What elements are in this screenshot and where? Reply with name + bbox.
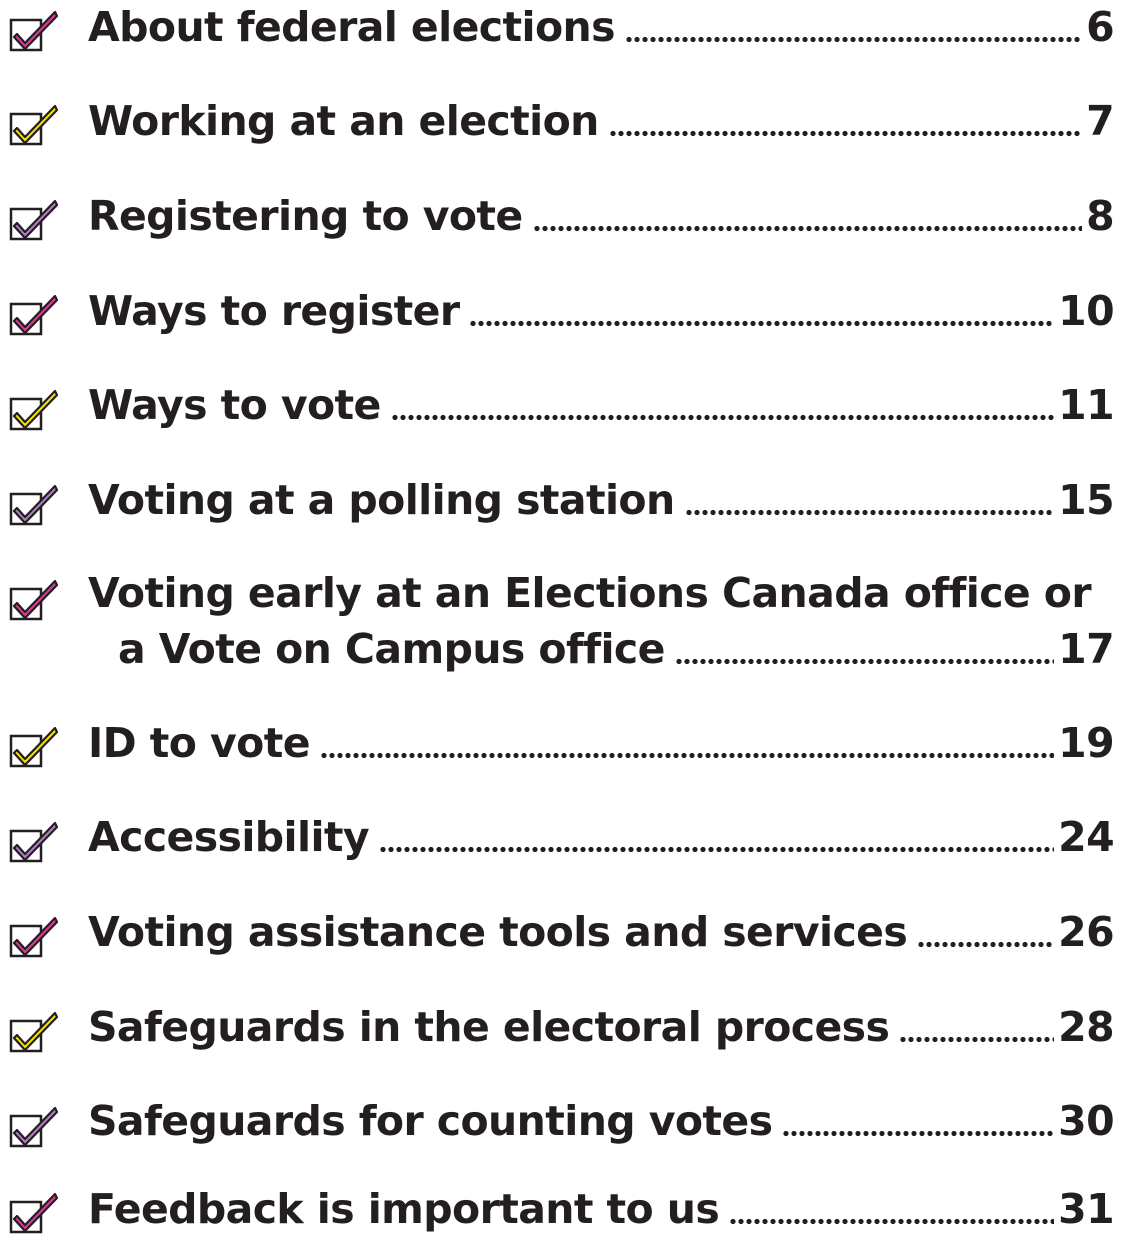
toc-entry-line: Voting at a polling station 15 xyxy=(88,471,1115,529)
toc-entry-page: 28 xyxy=(1058,1003,1114,1051)
toc-entry-line: Feedback is important to us 31 xyxy=(88,1180,1115,1238)
toc-entry-page: 31 xyxy=(1058,1185,1114,1233)
checkbox-check-icon xyxy=(8,1188,60,1236)
toc-entry-title: Feedback is important to us xyxy=(88,1185,720,1233)
dot-leader xyxy=(729,1218,1055,1225)
toc-entry-page: 11 xyxy=(1058,381,1114,429)
toc-entry-line: Accessibility 24 xyxy=(88,808,1115,866)
checkbox-check-icon xyxy=(8,480,60,528)
toc-entry-title: Working at an election xyxy=(88,97,599,145)
dot-leader xyxy=(917,941,1055,948)
toc-entry-title: Safeguards for counting votes xyxy=(88,1097,773,1145)
toc-entry-line: Ways to register 10 xyxy=(88,282,1115,340)
checkbox-check-icon xyxy=(8,1007,60,1055)
toc-entry-title: Ways to vote xyxy=(88,381,381,429)
checkbox-check-icon xyxy=(8,290,60,338)
toc-entry-title: About federal elections xyxy=(88,3,616,51)
toc-entry-line: a Vote on Campus office 17 xyxy=(118,620,1115,678)
dot-leader xyxy=(674,658,1055,665)
toc-entry-title: Safeguards in the electoral process xyxy=(88,1003,890,1051)
toc-entry-title: Ways to register xyxy=(88,287,460,335)
toc-entry-page: 24 xyxy=(1058,813,1114,861)
toc-entry-line: Safeguards for counting votes 30 xyxy=(88,1092,1115,1150)
toc-entry-line: Working at an election 7 xyxy=(88,92,1115,150)
checkbox-check-icon xyxy=(8,1102,60,1150)
checkbox-check-icon xyxy=(8,195,60,243)
toc-entry-line: Voting assistance tools and services 26 xyxy=(88,903,1115,961)
toc-entry-page: 26 xyxy=(1058,908,1114,956)
toc-entry-title-line1: Voting early at an Elections Canada offi… xyxy=(88,569,1092,617)
dot-leader xyxy=(782,1130,1055,1137)
toc-entry-page: 19 xyxy=(1058,719,1114,767)
toc-entry-title: Accessibility xyxy=(88,813,370,861)
toc-entry-title: ID to vote xyxy=(88,719,311,767)
checkbox-check-icon xyxy=(8,385,60,433)
checkbox-check-icon xyxy=(8,100,60,148)
toc-entry-page: 7 xyxy=(1086,97,1115,145)
dot-leader xyxy=(608,130,1083,137)
toc-entry-title: Registering to vote xyxy=(88,192,523,240)
toc-entry-page: 15 xyxy=(1058,476,1114,524)
checkbox-check-icon xyxy=(8,6,60,54)
toc-entry-line: Ways to vote 11 xyxy=(88,376,1115,434)
dot-leader xyxy=(469,320,1055,327)
toc-entry-page: 10 xyxy=(1058,287,1114,335)
dot-leader xyxy=(379,846,1055,853)
checkbox-check-icon xyxy=(8,575,60,623)
dot-leader xyxy=(684,509,1055,516)
toc-entry-line: Registering to vote 8 xyxy=(88,187,1115,245)
dot-leader xyxy=(624,36,1083,43)
dot-leader xyxy=(899,1036,1055,1043)
toc-entry-page: 17 xyxy=(1058,625,1114,673)
toc-entry-line: Safeguards in the electoral process 28 xyxy=(88,998,1115,1056)
dot-leader xyxy=(319,752,1055,759)
toc-entry-title: Voting assistance tools and services xyxy=(88,908,908,956)
toc-entry-page: 30 xyxy=(1058,1097,1114,1145)
toc-entry-title-line2: a Vote on Campus office xyxy=(118,625,665,673)
checkbox-check-icon xyxy=(8,817,60,865)
toc-entry-line: About federal elections 6 xyxy=(88,0,1115,56)
checkbox-check-icon xyxy=(8,912,60,960)
toc-entry-line: ID to vote 19 xyxy=(88,714,1115,772)
toc-entry-line: Voting early at an Elections Canada offi… xyxy=(88,564,1114,622)
dot-leader xyxy=(390,414,1055,421)
toc-entry-page: 8 xyxy=(1086,192,1115,240)
toc-entry-page: 6 xyxy=(1086,3,1115,51)
checkbox-check-icon xyxy=(8,722,60,770)
dot-leader xyxy=(532,225,1083,232)
toc-entry-title: Voting at a polling station xyxy=(88,476,675,524)
